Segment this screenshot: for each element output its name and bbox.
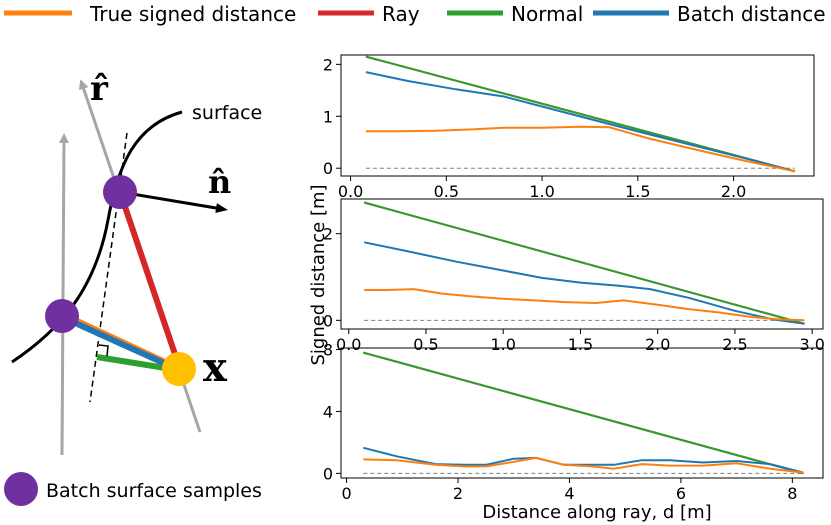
y-tick-label: 2 xyxy=(323,225,333,244)
series-line-true-signed-distance xyxy=(365,125,796,173)
x-label: x xyxy=(203,344,228,391)
samples-legend-label: Batch surface samples xyxy=(46,480,262,502)
x-tick-label: 1.5 xyxy=(568,335,593,354)
chart-1: 0.0 0.5 1.0 1.5 2.0 0 1 2 xyxy=(323,54,815,201)
ray-segment xyxy=(117,191,182,367)
x-tick-label: 0.5 xyxy=(434,182,459,201)
x-tick-label: 4 xyxy=(564,484,574,503)
y-tick-label: 0 xyxy=(323,464,333,483)
y-tick-label: 8 xyxy=(323,341,333,360)
x-tick-label: 0.5 xyxy=(413,335,438,354)
x-tick-label: 1.0 xyxy=(490,335,515,354)
shared-x-axis-label: Distance along ray, d [m] xyxy=(482,502,711,523)
sample-point-lower xyxy=(45,299,79,333)
y-tick-label: 4 xyxy=(323,402,333,421)
series-line-batch-distance xyxy=(365,71,796,173)
x-tick-label: 2.0 xyxy=(721,182,746,201)
shared-y-axis-label: Signed distance [m] xyxy=(308,184,329,365)
y-tick-label: 1 xyxy=(323,107,333,126)
legend-entry-batch-distance: Batch distance xyxy=(593,2,826,26)
legend-label-batch-distance: Batch distance xyxy=(677,2,826,26)
chart-2: 0.0 0.5 1.0 1.5 2.0 2.5 3.0 0 2 xyxy=(323,198,825,354)
x-tick-label: 2.5 xyxy=(722,335,747,354)
x-tick-label: 2.0 xyxy=(645,335,670,354)
legend-entry-normal: Normal xyxy=(447,2,583,26)
legend-label-normal: Normal xyxy=(511,2,583,26)
surface-curve xyxy=(11,110,183,364)
legend-entry-true-signed-distance: True signed distance xyxy=(4,2,296,26)
x-tick-label: 3.0 xyxy=(799,335,824,354)
series-line-batch-distance xyxy=(363,446,804,474)
x-tick-label: 0.0 xyxy=(338,182,363,201)
normal-arrow xyxy=(119,190,228,213)
x-tick-label: 1.5 xyxy=(625,182,650,201)
x-tick-label: 6 xyxy=(676,484,686,503)
plot-frame xyxy=(340,198,824,330)
geometry-diagram: r̂ surface n̂ x Batch surface samples xyxy=(4,69,262,506)
surface-label: surface xyxy=(192,102,262,124)
sample-point-upper xyxy=(103,175,137,209)
plot-frame xyxy=(340,54,815,177)
legend-entry-ray: Ray xyxy=(318,2,420,26)
y-tick-label: 0 xyxy=(323,311,333,330)
right-angle-mark xyxy=(98,344,109,357)
legend-label-true-signed-distance: True signed distance xyxy=(89,2,296,26)
series-line-normal xyxy=(363,351,804,475)
series-line-true-signed-distance xyxy=(363,456,804,474)
x-tick-label: 0 xyxy=(341,484,351,503)
query-point-x xyxy=(162,352,196,386)
n-hat-label: n̂ xyxy=(208,163,231,201)
sample-axis-line xyxy=(58,133,69,456)
plot-frame xyxy=(340,347,824,479)
samples-legend-dot xyxy=(4,472,38,506)
x-tick-label: 1.0 xyxy=(529,182,554,201)
legend-label-ray: Ray xyxy=(382,2,420,26)
x-tick-label: 0.0 xyxy=(336,335,361,354)
series-line-normal xyxy=(363,201,805,325)
legend: True signed distance Ray Normal Batch di… xyxy=(4,2,826,26)
x-tick-label: 8 xyxy=(787,484,797,503)
x-tick-label: 2 xyxy=(453,484,463,503)
y-tick-label: 0 xyxy=(323,159,333,178)
chart-3: 0 2 4 6 8 0 4 8 xyxy=(323,341,824,503)
batch-distance-segment xyxy=(60,314,181,373)
series-line-batch-distance xyxy=(363,241,805,325)
series-line-true-signed-distance xyxy=(364,288,805,322)
r-hat-label: r̂ xyxy=(90,69,109,109)
y-tick-label: 2 xyxy=(323,55,333,74)
